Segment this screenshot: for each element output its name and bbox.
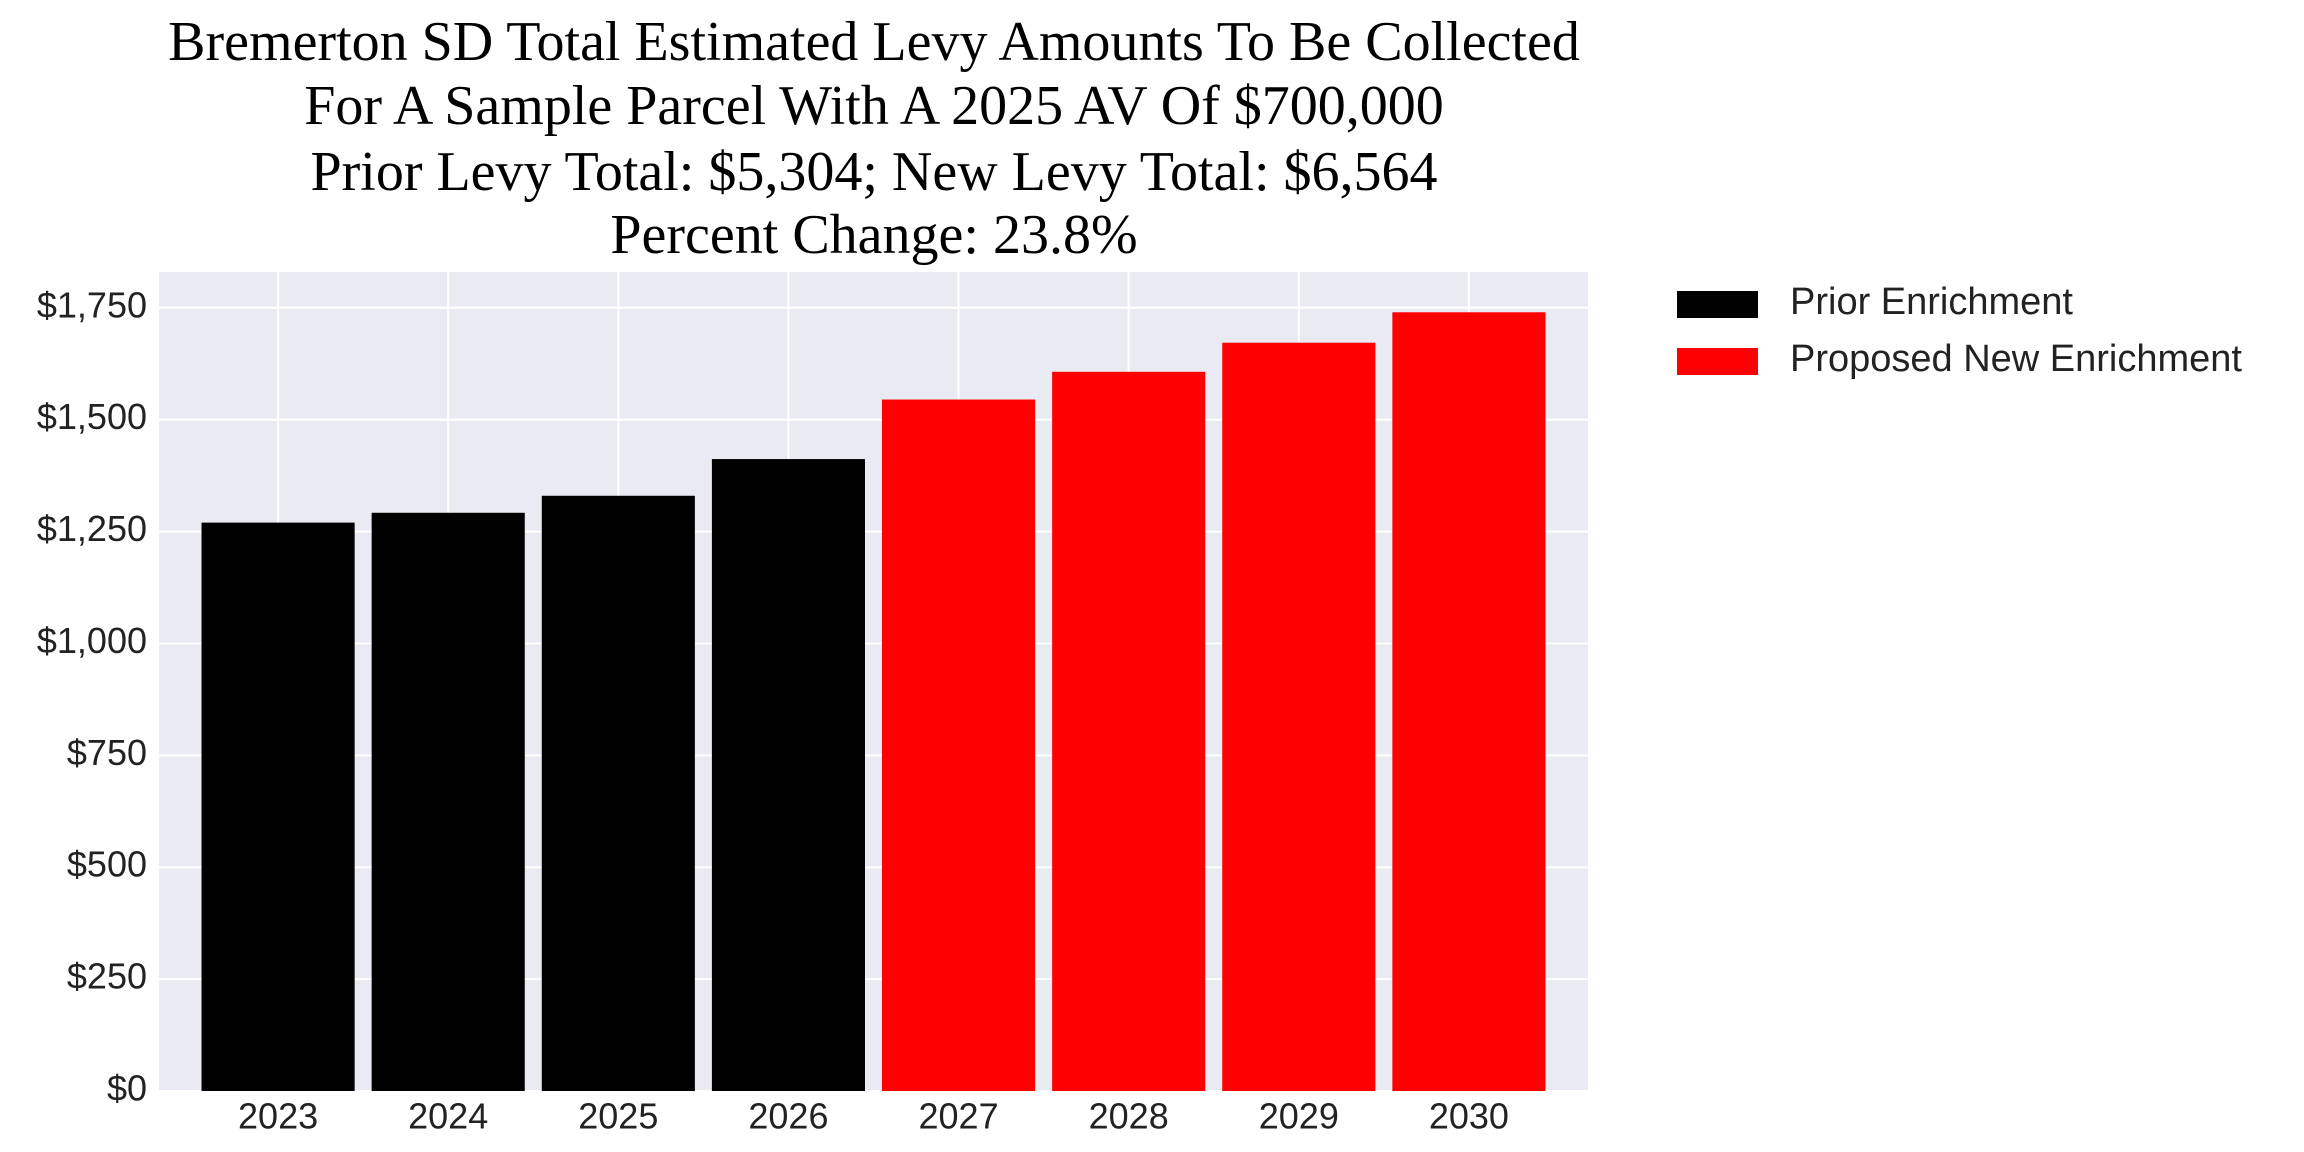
x-tick-label: 2025 [578, 1096, 658, 1137]
y-tick-label: $0 [107, 1068, 147, 1109]
x-tick-label: 2024 [408, 1096, 488, 1137]
legend-swatch [1677, 291, 1758, 318]
y-tick-label: $500 [67, 844, 147, 885]
y-tick-label: $1,500 [37, 396, 147, 437]
x-tick-label: 2023 [238, 1096, 318, 1137]
bar [371, 512, 525, 1091]
x-tick-label: 2027 [919, 1096, 999, 1137]
bar [1392, 312, 1546, 1091]
legend-swatch [1677, 348, 1758, 375]
chart-title: Prior Levy Total: $5,304; New Levy Total… [310, 141, 1437, 203]
bar [1222, 342, 1376, 1091]
x-tick-label: 2028 [1089, 1096, 1169, 1137]
x-tick-label: 2029 [1259, 1096, 1339, 1137]
y-tick-label: $750 [67, 732, 147, 773]
y-tick-label: $250 [67, 956, 147, 997]
chart-title: Percent Change: 23.8% [610, 204, 1137, 266]
bar [882, 399, 1036, 1091]
x-tick-label: 2030 [1429, 1096, 1509, 1137]
bar [541, 495, 695, 1091]
chart-title: For A Sample Parcel With A 2025 AV Of $7… [304, 75, 1444, 137]
y-tick-label: $1,000 [37, 620, 147, 661]
bar [1052, 371, 1206, 1091]
legend-label: Proposed New Enrichment [1790, 338, 2242, 380]
legend-label: Prior Enrichment [1790, 281, 2073, 323]
x-tick-label: 2026 [748, 1096, 828, 1137]
chart-title: Bremerton SD Total Estimated Levy Amount… [168, 11, 1580, 73]
bar [711, 459, 865, 1091]
y-tick-label: $1,250 [37, 508, 147, 549]
y-tick-label: $1,750 [37, 284, 147, 325]
bar [201, 522, 355, 1091]
